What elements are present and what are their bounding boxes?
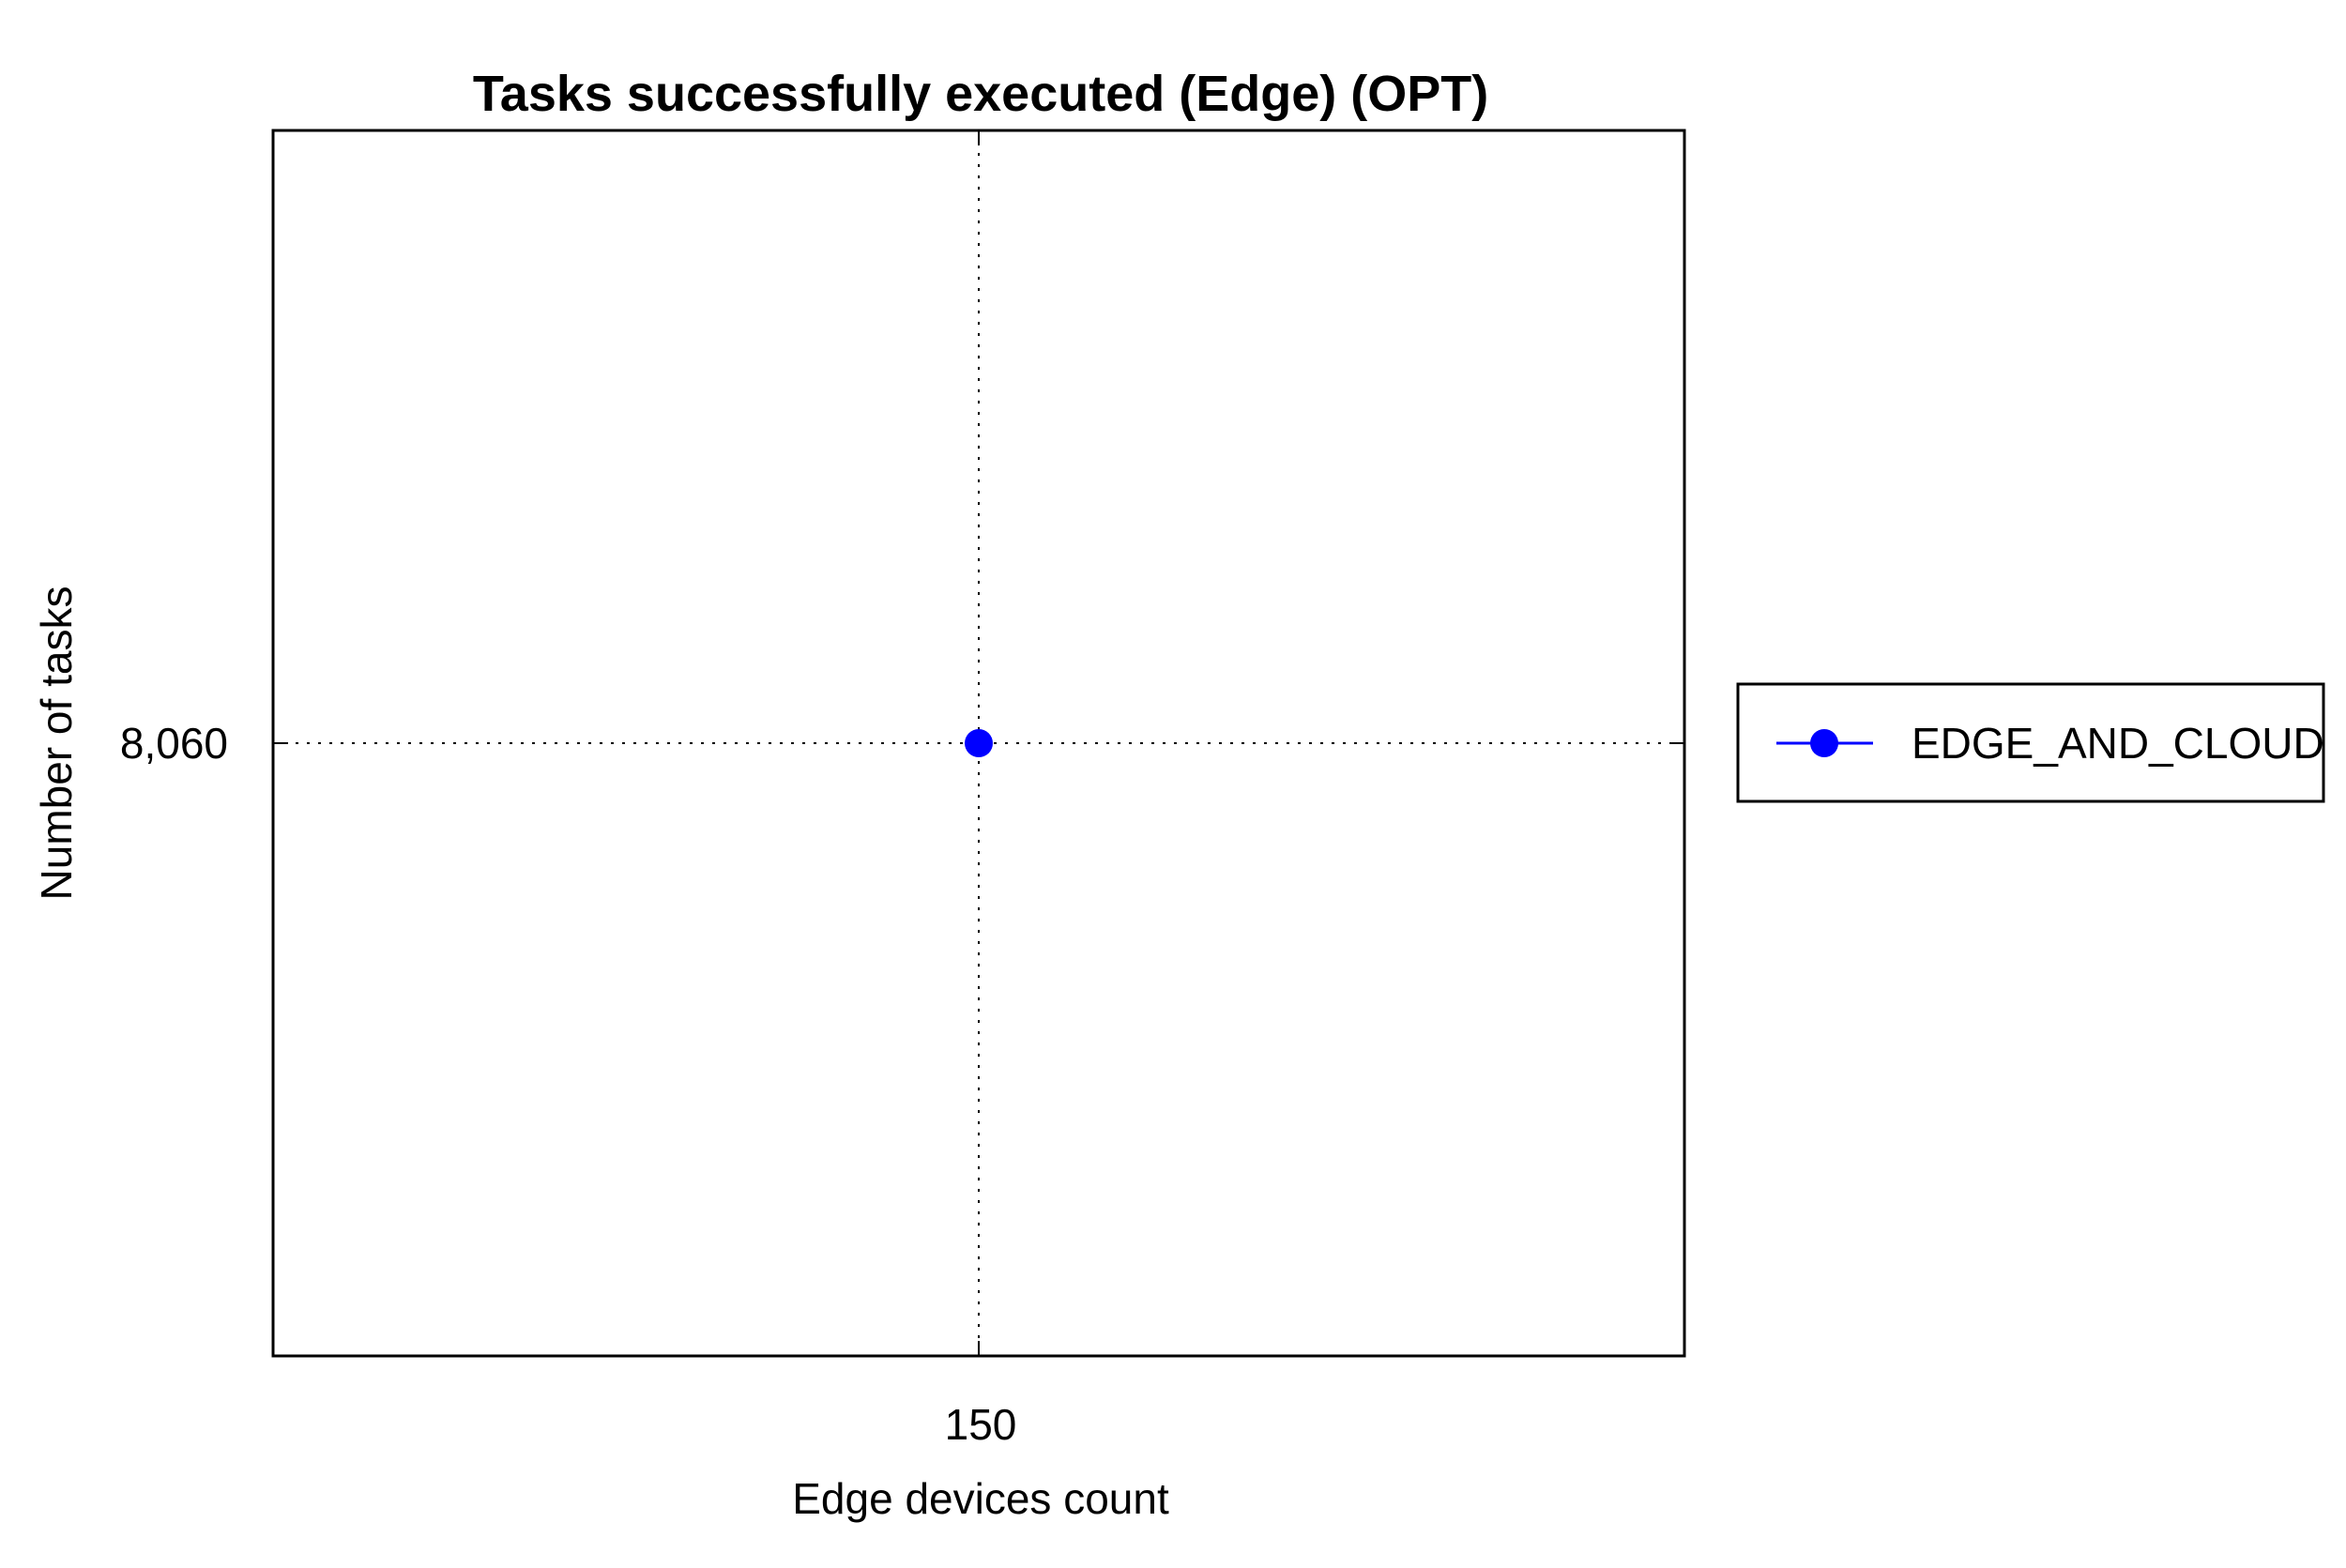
y-tick-label: 8,060	[120, 719, 228, 768]
grid-lines	[273, 130, 1684, 1356]
legend: EDGE_AND_CLOUD	[1736, 682, 2325, 803]
legend-entries: EDGE_AND_CLOUD	[1776, 719, 2324, 768]
y-axis-label: Number of tasks	[32, 586, 81, 901]
data-point	[965, 729, 993, 757]
chart-title: Tasks successfully executed (Edge) (OPT)	[473, 66, 1488, 122]
x-axis-label: Edge devices count	[792, 1474, 1169, 1523]
axis-ticks	[273, 130, 1684, 1356]
series-layer	[965, 729, 993, 757]
series-0	[965, 729, 993, 757]
x-tick-label: 150	[945, 1400, 1017, 1449]
tick-labels: 150 8,060	[120, 719, 1017, 1449]
legend-label: EDGE_AND_CLOUD	[1912, 719, 2324, 768]
legend-marker	[1810, 729, 1838, 757]
